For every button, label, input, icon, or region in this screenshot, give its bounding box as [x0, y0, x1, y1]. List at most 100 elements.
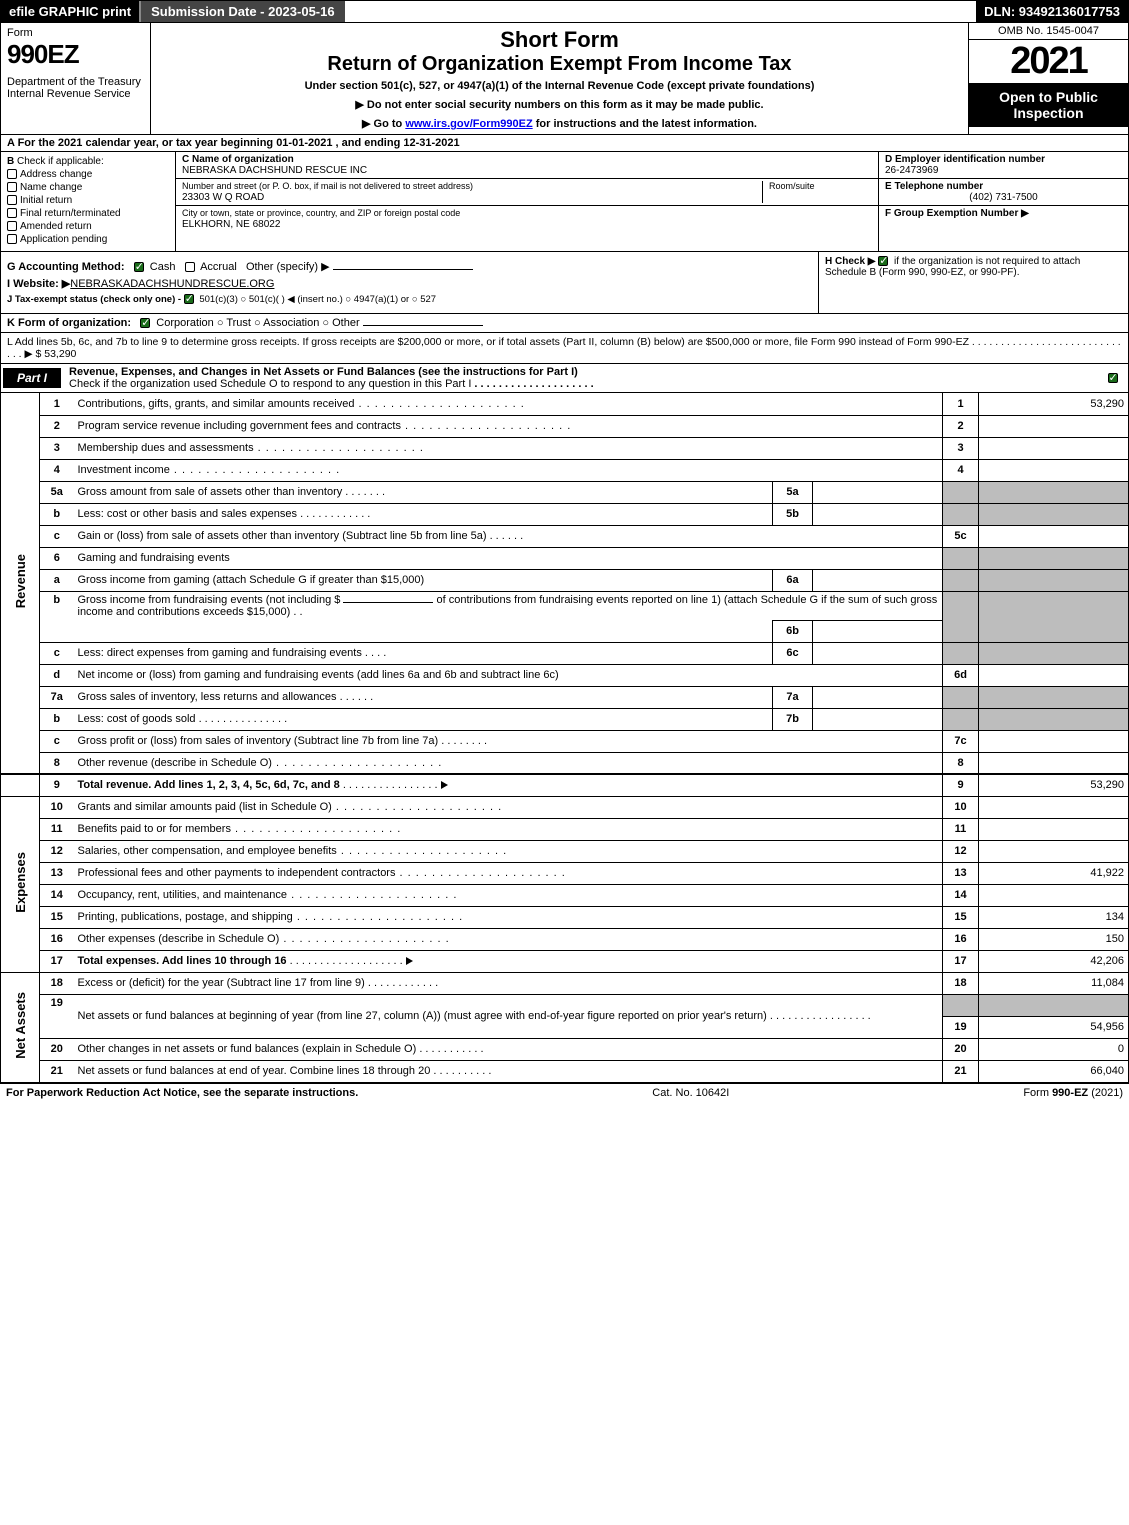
table-row: 15 Printing, publications, postage, and …: [1, 906, 1129, 928]
dots: [395, 867, 565, 879]
dots: [293, 911, 463, 923]
line-ref: 14: [943, 884, 979, 906]
department-label: Department of the Treasury Internal Reve…: [7, 76, 144, 100]
line-num: 3: [40, 437, 74, 459]
side-expenses: Expenses: [1, 796, 40, 972]
line-num: 11: [40, 818, 74, 840]
side-label-text: Expenses: [13, 852, 28, 913]
chk-final-return[interactable]: Final return/terminated: [7, 208, 169, 219]
sub-ref: 7a: [773, 686, 813, 708]
checkbox-checked-icon[interactable]: [878, 256, 888, 266]
line-num: 18: [40, 972, 74, 994]
checkbox-icon: [7, 169, 17, 179]
header-right: OMB No. 1545-0047 2021 Open to Public In…: [968, 23, 1128, 134]
line-ref: 10: [943, 796, 979, 818]
checkbox-icon[interactable]: [185, 262, 195, 272]
c-street-val: 23303 W Q ROAD: [182, 192, 264, 203]
row-org-name: C Name of organization NEBRASKA DACHSHUN…: [176, 152, 878, 179]
part-i-header: Part I Revenue, Expenses, and Changes in…: [0, 364, 1129, 393]
line-ref: 8: [943, 752, 979, 774]
shaded-cell: [943, 994, 979, 1016]
page-footer: For Paperwork Reduction Act Notice, see …: [0, 1083, 1129, 1102]
line-num: 17: [40, 950, 74, 972]
line-val: 11,084: [979, 972, 1129, 994]
c-city-val: ELKHORN, NE 68022: [182, 219, 280, 230]
shaded-cell: [943, 481, 979, 503]
checkbox-checked-icon[interactable]: [184, 294, 194, 304]
dots: [231, 823, 401, 835]
sub-val: [813, 686, 943, 708]
sub-val: [813, 620, 943, 642]
line-num: 9: [40, 774, 74, 796]
line-val: [979, 664, 1129, 686]
checkbox-checked-icon[interactable]: [1108, 373, 1118, 383]
tax-year: 2021: [969, 40, 1128, 83]
table-row: c Less: direct expenses from gaming and …: [1, 642, 1129, 664]
line-ref: 18: [943, 972, 979, 994]
e-phone: E Telephone number (402) 731-7500: [879, 179, 1128, 206]
dots: [332, 801, 502, 813]
chk-initial-return[interactable]: Initial return: [7, 195, 169, 206]
side-net-assets: Net Assets: [1, 972, 40, 1082]
irs-link[interactable]: www.irs.gov/Form990EZ: [405, 118, 532, 130]
desc-text: Contributions, gifts, grants, and simila…: [78, 398, 355, 410]
checkbox-icon: [7, 208, 17, 218]
desc-text: Less: cost of goods sold: [78, 713, 196, 725]
header-center: Short Form Return of Organization Exempt…: [151, 23, 968, 134]
line-desc: Investment income: [74, 459, 943, 481]
spacer: [345, 1, 977, 22]
b-label: B: [7, 156, 14, 167]
table-row: 13 Professional fees and other payments …: [1, 862, 1129, 884]
line-val: 53,290: [979, 774, 1129, 796]
line-val: 53,290: [979, 393, 1129, 415]
footer-center: Cat. No. 10642I: [358, 1087, 1023, 1099]
line-desc: Less: cost or other basis and sales expe…: [74, 503, 773, 525]
shaded-cell: [943, 642, 979, 664]
table-row: 7a Gross sales of inventory, less return…: [1, 686, 1129, 708]
line-num: b: [40, 591, 74, 642]
line-val: [979, 415, 1129, 437]
i-val[interactable]: NEBRASKADACHSHUNDRESCUE.ORG: [70, 278, 274, 290]
line-num: 13: [40, 862, 74, 884]
sub-val: [813, 708, 943, 730]
shaded-cell: [979, 481, 1129, 503]
checkbox-checked-icon[interactable]: [140, 318, 150, 328]
footer-right-post: (2021): [1088, 1087, 1123, 1099]
table-row: 12 Salaries, other compensation, and emp…: [1, 840, 1129, 862]
table-row: 19 Net assets or fund balances at beginn…: [1, 994, 1129, 1016]
line-num: b: [40, 503, 74, 525]
line-ref: 12: [943, 840, 979, 862]
line-val: 41,922: [979, 862, 1129, 884]
checkbox-checked-icon[interactable]: [134, 262, 144, 272]
line-val: [979, 884, 1129, 906]
sub-ref: 6c: [773, 642, 813, 664]
efile-label[interactable]: efile GRAPHIC print: [1, 1, 139, 22]
table-row: 2 Program service revenue including gove…: [1, 415, 1129, 437]
line-ref: 15: [943, 906, 979, 928]
omb-number: OMB No. 1545-0047: [969, 23, 1128, 40]
row-i-website: I Website: ▶NEBRASKADACHSHUNDRESCUE.ORG: [7, 277, 812, 290]
chk-address-change[interactable]: Address change: [7, 169, 169, 180]
shaded-cell: [943, 547, 979, 569]
sub-ref: 6a: [773, 569, 813, 591]
line-ref: 2: [943, 415, 979, 437]
sub-ref: 5a: [773, 481, 813, 503]
chk-application-pending[interactable]: Application pending: [7, 234, 169, 245]
row-street: Number and street (or P. O. box, if mail…: [176, 179, 878, 206]
opt-label: Amended return: [20, 221, 92, 232]
c-name-val: NEBRASKA DACHSHUND RESCUE INC: [182, 165, 367, 176]
chk-amended-return[interactable]: Amended return: [7, 221, 169, 232]
line-num: 8: [40, 752, 74, 774]
shaded-cell: [979, 547, 1129, 569]
table-row: c Gain or (loss) from sale of assets oth…: [1, 525, 1129, 547]
chk-name-change[interactable]: Name change: [7, 182, 169, 193]
table-row: b Less: cost of goods sold . . . . . . .…: [1, 708, 1129, 730]
line-desc: Gain or (loss) from sale of assets other…: [74, 525, 943, 547]
room-label: Room/suite: [769, 181, 815, 191]
line-num: 19: [40, 994, 74, 1038]
line-ref: 16: [943, 928, 979, 950]
line-desc: Excess or (deficit) for the year (Subtra…: [74, 972, 943, 994]
line-val: 150: [979, 928, 1129, 950]
line-num: 4: [40, 459, 74, 481]
table-row: 5a Gross amount from sale of assets othe…: [1, 481, 1129, 503]
